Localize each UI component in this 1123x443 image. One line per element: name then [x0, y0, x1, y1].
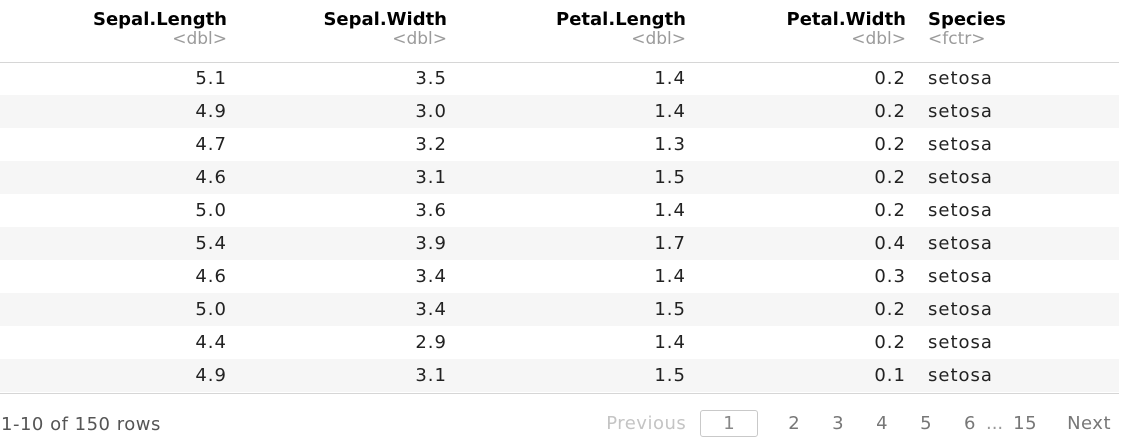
table-cell: 1.4 [654, 101, 686, 122]
table-row: 4.6 3.4 1.4 0.3 setosa [0, 260, 1119, 293]
table-cell: setosa [928, 134, 993, 155]
table-cell: 3.2 [415, 134, 447, 155]
table-row: 5.4 3.9 1.7 0.4 setosa [0, 227, 1119, 260]
table-row: 5.0 3.4 1.5 0.2 setosa [0, 293, 1119, 326]
table-cell: 1.5 [654, 299, 686, 320]
table-cell: 4.7 [195, 134, 227, 155]
column-header-sepal-width[interactable]: Sepal.Width <dbl> [231, 0, 451, 62]
table-row: 5.0 3.6 1.4 0.2 setosa [0, 194, 1119, 227]
column-type: <dbl> [392, 29, 447, 49]
previous-page-button[interactable]: Previous [606, 413, 687, 434]
table-cell: 1.4 [654, 68, 686, 90]
table-cell: 1.7 [654, 233, 686, 254]
table-cell: 0.2 [874, 167, 906, 188]
table-cell: 5.0 [195, 299, 227, 320]
table-cell: 1.4 [654, 266, 686, 287]
column-header-petal-length[interactable]: Petal.Length <dbl> [451, 0, 690, 62]
column-name: Petal.Width [786, 9, 907, 30]
table-cell: setosa [928, 299, 993, 320]
table-cell: 4.6 [195, 266, 227, 287]
table-cell: 0.2 [874, 134, 906, 155]
column-header-species[interactable]: Species <fctr> [910, 0, 1119, 62]
column-name: Sepal.Length [92, 9, 227, 30]
table-row: 4.9 3.1 1.5 0.1 setosa [0, 359, 1119, 392]
column-header-petal-width[interactable]: Petal.Width <dbl> [690, 0, 910, 62]
table-cell: 5.0 [195, 200, 227, 221]
row-count-info: 1-10 of 150 rows [1, 414, 161, 435]
table-cell: 3.1 [415, 365, 447, 386]
table-cell: setosa [928, 167, 993, 188]
table-cell: 0.4 [874, 233, 906, 254]
table-cell: 1.3 [654, 134, 686, 155]
column-type: <dbl> [851, 29, 906, 49]
page-button-3[interactable]: 3 [832, 413, 845, 434]
column-name: Species [928, 9, 1006, 30]
table-cell: setosa [928, 332, 993, 353]
table-cell: 5.4 [195, 233, 227, 254]
table-cell: 1.4 [654, 332, 686, 353]
table-cell: 4.6 [195, 167, 227, 188]
table-row: 4.4 2.9 1.4 0.2 setosa [0, 326, 1119, 359]
table-cell: 3.4 [415, 299, 447, 320]
column-name: Sepal.Width [323, 9, 447, 30]
table-row: 4.7 3.2 1.3 0.2 setosa [0, 128, 1119, 161]
page-button-15[interactable]: 15 [1013, 413, 1038, 434]
table-body: 5.1 3.5 1.4 0.2 setosa 4.9 3.0 1.4 0.2 setosa 4.7 3… [0, 62, 1119, 392]
table-cell: setosa [928, 233, 993, 254]
table-cell: setosa [928, 200, 993, 221]
table-cell: 3.0 [415, 101, 447, 122]
page-button-6[interactable]: 6 [964, 413, 976, 434]
table-cell: 5.1 [195, 68, 227, 90]
table-cell: 0.2 [874, 200, 906, 221]
table-cell: 0.3 [874, 266, 906, 287]
table-cell: 0.2 [874, 68, 906, 90]
table-row: 5.1 3.5 1.4 0.2 setosa [0, 62, 1119, 95]
table-cell: 3.9 [415, 233, 447, 254]
table-cell: setosa [928, 68, 993, 90]
table-row: 4.6 3.1 1.5 0.2 setosa [0, 161, 1119, 194]
table-cell: setosa [928, 266, 993, 287]
page-button-5[interactable]: 5 [920, 413, 933, 434]
table-cell: 3.4 [415, 266, 447, 287]
data-table-container: Sepal.Length <dbl> Sepal.Width <dbl> Petal.L… [0, 0, 1119, 392]
column-type: <dbl> [631, 29, 686, 49]
data-table: Sepal.Length <dbl> Sepal.Width <dbl> Petal.L… [0, 0, 1119, 392]
table-cell: 1.5 [654, 167, 686, 188]
page-button-4[interactable]: 4 [876, 413, 889, 434]
table-cell: 1.4 [654, 200, 686, 221]
table-header: Sepal.Length <dbl> Sepal.Width <dbl> Petal.L… [0, 0, 1119, 62]
pagination: Previous 1 2 3 4 5 6 ... 15 Next [606, 410, 1111, 437]
page-button-1[interactable]: 1 [700, 410, 759, 437]
table-cell: 0.2 [874, 299, 906, 320]
column-name: Petal.Length [556, 9, 686, 30]
pagination-ellipsis: ... [985, 413, 1004, 434]
table-cell: 3.5 [415, 68, 447, 90]
table-cell: setosa [928, 101, 993, 122]
table-cell: 3.6 [415, 200, 447, 221]
table-cell: 3.1 [415, 167, 447, 188]
column-type: <fctr> [928, 29, 986, 49]
table-cell: 2.9 [415, 332, 447, 353]
page-button-2[interactable]: 2 [788, 413, 801, 434]
header-row: Sepal.Length <dbl> Sepal.Width <dbl> Petal.L… [0, 0, 1119, 62]
table-bottom-border [0, 393, 1119, 394]
table-row: 4.9 3.0 1.4 0.2 setosa [0, 95, 1119, 128]
table-cell: setosa [928, 365, 993, 386]
table-cell: 0.1 [874, 365, 906, 386]
column-type: <dbl> [172, 29, 227, 49]
table-cell: 4.9 [195, 365, 227, 386]
table-cell: 1.5 [654, 365, 686, 386]
table-cell: 0.2 [874, 101, 906, 122]
column-header-sepal-length[interactable]: Sepal.Length <dbl> [0, 0, 231, 62]
table-cell: 0.2 [874, 332, 906, 353]
next-page-button[interactable]: Next [1067, 413, 1111, 434]
table-cell: 4.9 [195, 101, 227, 122]
table-cell: 4.4 [195, 332, 227, 353]
